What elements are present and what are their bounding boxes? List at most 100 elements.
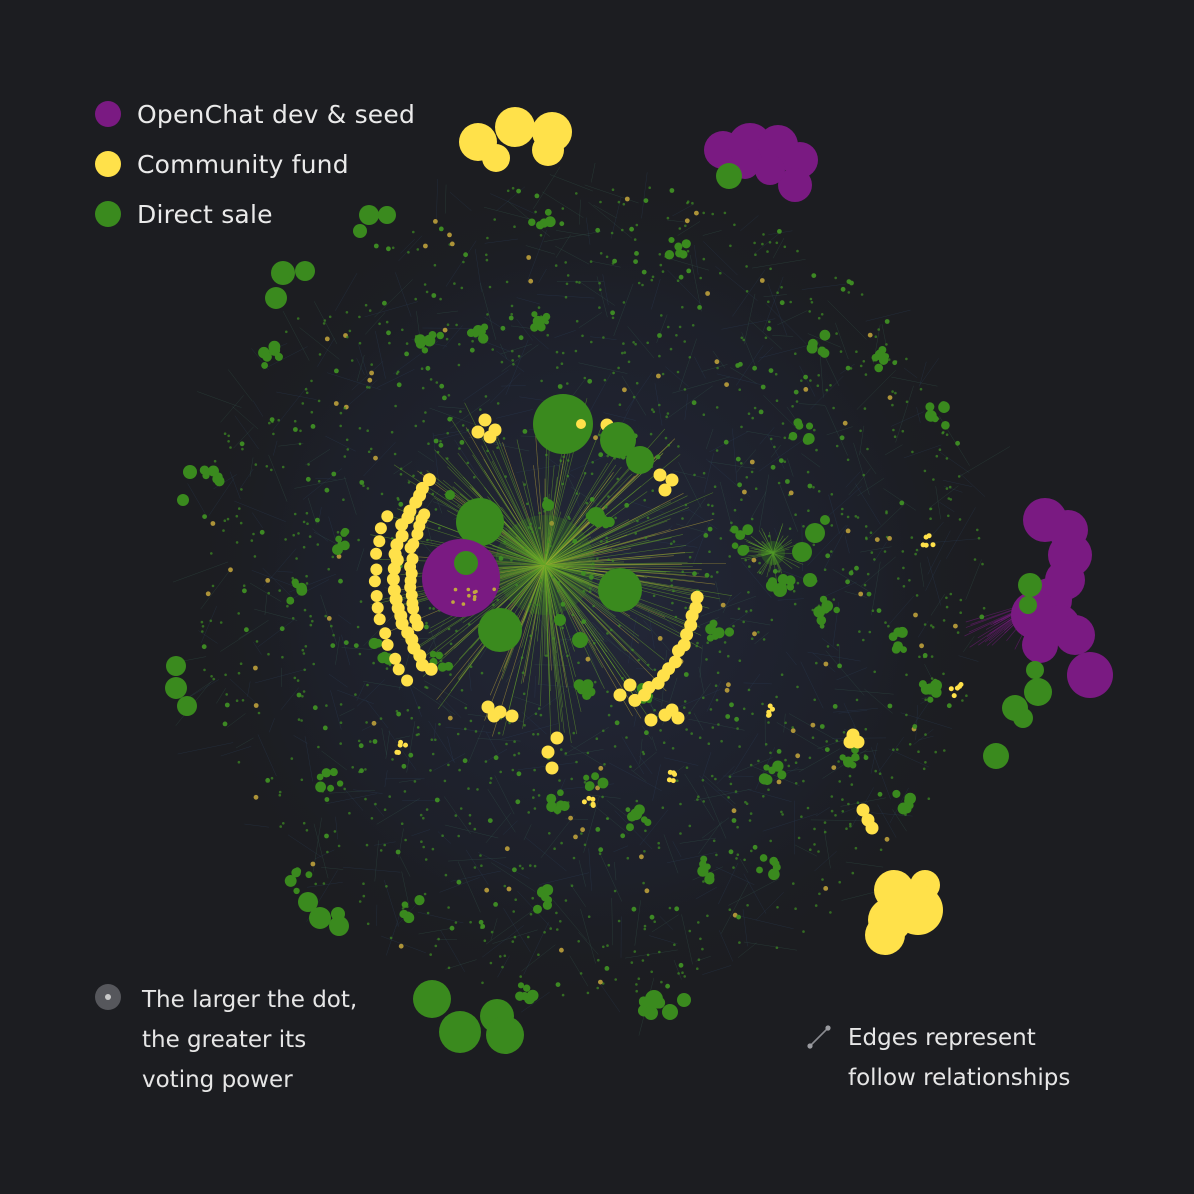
follow-edge	[525, 837, 567, 872]
small-node	[837, 663, 842, 669]
follow-edge	[823, 828, 831, 869]
small-node	[929, 507, 933, 511]
small-node	[227, 434, 230, 438]
direct-sale-node	[892, 641, 904, 652]
small-node	[877, 791, 883, 797]
direct-sale-node	[403, 912, 415, 924]
small-node	[366, 683, 369, 687]
small-node	[644, 888, 650, 894]
small-node	[303, 668, 307, 672]
small-node	[457, 834, 461, 838]
small-node	[849, 822, 852, 826]
small-node	[825, 388, 829, 392]
follow-edge	[877, 804, 897, 838]
small-node	[368, 386, 371, 389]
small-node	[770, 464, 776, 470]
small-node	[292, 533, 296, 537]
small-node	[583, 376, 587, 380]
green-dot-icon	[95, 201, 121, 227]
follow-edge	[244, 823, 269, 828]
small-node	[480, 864, 483, 867]
follow-edge	[903, 367, 918, 378]
small-node	[730, 521, 733, 525]
small-node	[854, 565, 859, 571]
follow-edge	[684, 393, 689, 420]
small-node	[558, 779, 561, 782]
small-node	[553, 847, 556, 850]
follow-edge	[759, 474, 770, 531]
small-node	[492, 603, 495, 606]
direct-sale-node	[730, 525, 739, 534]
small-node	[879, 848, 883, 852]
small-node	[802, 930, 805, 933]
follow-edge	[484, 238, 518, 244]
small-node	[788, 490, 794, 496]
small-node	[711, 726, 715, 729]
small-node	[296, 679, 300, 682]
small-node	[935, 454, 939, 458]
follow-edge	[544, 563, 703, 566]
small-node	[293, 427, 298, 432]
small-node	[235, 699, 239, 702]
community-fund-node	[418, 508, 431, 521]
follow-edge	[447, 857, 507, 862]
small-node	[462, 260, 465, 264]
follow-edge	[638, 755, 653, 775]
direct-sale-node	[600, 422, 636, 458]
small-node	[819, 724, 825, 729]
small-node	[339, 721, 343, 724]
small-node	[720, 602, 726, 608]
small-node	[534, 712, 538, 716]
small-node	[897, 577, 900, 580]
small-node	[768, 241, 772, 244]
follow-edge	[915, 705, 919, 740]
follow-edge	[544, 564, 605, 689]
follow-edge	[329, 789, 376, 794]
small-node	[699, 937, 702, 941]
small-node	[750, 849, 753, 853]
small-node	[588, 590, 592, 593]
small-node	[814, 904, 818, 907]
small-node	[808, 310, 811, 313]
follow-edge	[522, 481, 546, 566]
small-node	[728, 555, 731, 558]
small-node	[795, 753, 801, 759]
edge-icon	[807, 1025, 831, 1049]
follow-edge	[675, 527, 712, 552]
small-node	[583, 471, 587, 475]
small-node	[596, 986, 599, 990]
follow-edge	[544, 564, 566, 621]
small-node	[555, 911, 558, 915]
follow-edge	[337, 689, 374, 705]
follow-edge	[732, 269, 766, 317]
direct-sale-node	[305, 871, 313, 879]
small-node	[667, 325, 670, 329]
follow-edge	[374, 840, 379, 882]
small-node	[835, 444, 839, 448]
small-node	[815, 661, 818, 665]
follow-edge	[330, 690, 342, 730]
small-node	[863, 583, 867, 587]
small-node	[572, 538, 578, 544]
small-node	[740, 498, 743, 502]
follow-edge	[817, 739, 846, 750]
small-node	[643, 924, 647, 928]
small-node	[841, 568, 845, 571]
follow-edge	[925, 559, 941, 591]
small-node	[407, 481, 411, 484]
follow-edge	[870, 742, 878, 774]
small-node	[625, 807, 631, 813]
follow-edge	[777, 598, 805, 601]
follow-edge	[873, 541, 887, 563]
small-node	[511, 768, 515, 772]
small-node	[932, 478, 935, 481]
small-node	[678, 962, 684, 968]
follow-edge	[807, 525, 847, 566]
small-node	[901, 550, 905, 553]
direct-sale-node	[293, 887, 300, 895]
follow-edge	[750, 547, 774, 554]
small-node	[745, 610, 748, 613]
small-node	[737, 607, 741, 611]
small-node	[511, 186, 515, 190]
small-node	[293, 512, 297, 516]
